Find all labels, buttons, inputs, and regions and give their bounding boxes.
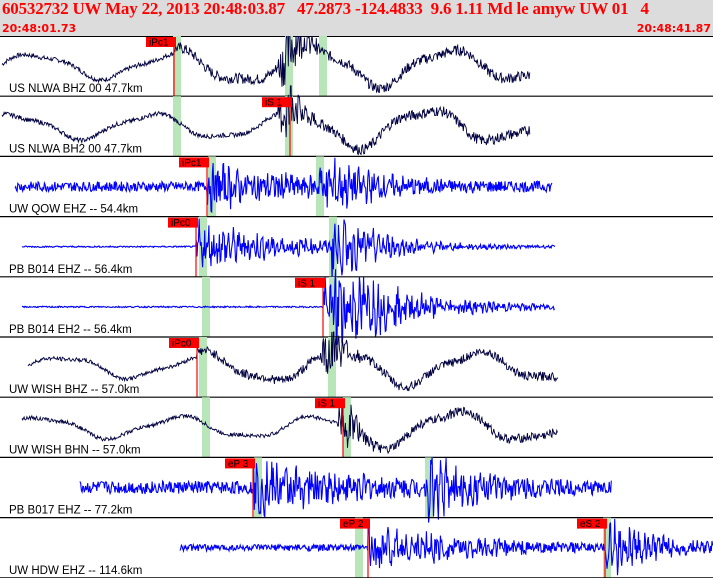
pick-window-band: [285, 96, 293, 157]
pick-window-band: [202, 397, 210, 458]
pick-label: iPc0: [172, 339, 192, 350]
pick-flag[interactable]: [262, 97, 292, 108]
pick-label: iS 1: [318, 399, 336, 410]
trace-label: PB B014 EHZ -- 56.4km: [9, 264, 132, 276]
pick-label: iPc1: [182, 158, 202, 169]
pick-window-band: [425, 457, 433, 518]
waveform-trace: [1, 85, 531, 156]
pick-label: iS 1: [265, 98, 283, 109]
waveform-trace: [79, 457, 612, 523]
trace-label: UW WISH BHN -- 57.0km: [9, 444, 141, 456]
pick-label: iPc1: [149, 38, 169, 49]
trace-label: UW HDW EHZ -- 114.6km: [9, 565, 142, 577]
event-summary-title: 60532732 UW May 22, 2013 20:48:03.87 47.…: [2, 0, 649, 18]
trace-label: US NLWA BHZ 00 47.7km: [9, 83, 143, 95]
pick-label: iPc0: [171, 218, 191, 229]
pick-window-band: [199, 216, 207, 277]
event-header: 60532732 UW May 22, 2013 20:48:03.87 47.…: [0, 0, 713, 37]
pick-flag[interactable]: [146, 37, 176, 47]
window-start-time: 20:48:01.73: [2, 22, 77, 35]
pick-label: iS 1: [298, 278, 316, 289]
pick-flag[interactable]: [340, 518, 370, 529]
trace-label: PB B017 EHZ -- 77.2km: [9, 505, 132, 517]
pick-window-band: [316, 156, 324, 217]
window-end-time: 20:48:41.87: [636, 22, 711, 35]
pick-window-band: [343, 397, 351, 458]
trace-label: US NLWA BH2 00 47.7km: [9, 143, 142, 155]
trace-panel[interactable]: eP 3 PB B017 EHZ -- 77.2km: [0, 457, 713, 523]
seismogram-panels[interactable]: iPc1 US NLWA BHZ 00 47.7km iS 1 US NLWA BH2…: [0, 36, 713, 578]
pick-flag[interactable]: [169, 338, 199, 348]
pick-flag[interactable]: [225, 458, 255, 469]
waveform-trace: [21, 218, 556, 284]
pick-flag[interactable]: [577, 518, 607, 529]
trace-panel[interactable]: iPc1 US NLWA BHZ 00 47.7km: [0, 36, 713, 97]
trace-panel[interactable]: eP 2 eS 2 UW HDW EHZ -- 114.6km: [0, 517, 713, 578]
trace-label: UW WISH BHZ -- 57.0km: [9, 384, 139, 396]
trace-panel[interactable]: iPc0 UW WISH BHZ -- 57.0km: [0, 331, 713, 398]
pick-flag[interactable]: [168, 217, 198, 228]
pick-flag[interactable]: [179, 157, 209, 168]
pick-label: eP 3: [228, 459, 249, 470]
pick-window-band: [285, 36, 293, 97]
waveform-trace: [21, 404, 558, 455]
trace-label: PB B014 EH2 -- 56.4km: [9, 324, 132, 336]
waveform-trace: [179, 518, 713, 576]
waveform-trace: [27, 331, 559, 392]
pick-window-band: [603, 517, 611, 578]
trace-panel[interactable]: iS 1 US NLWA BH2 00 47.7km: [0, 85, 713, 158]
trace-panel[interactable]: iPc1 UW QOW EHZ -- 54.4km: [0, 156, 713, 218]
pick-flag[interactable]: [295, 277, 325, 288]
waveform-trace: [21, 269, 556, 346]
pick-flag[interactable]: [315, 398, 345, 409]
pick-window-band: [328, 337, 336, 398]
pick-window-band: [199, 337, 207, 398]
pick-window-band: [319, 36, 327, 97]
trace-panel[interactable]: iS 1 PB B014 EH2 -- 56.4km: [0, 269, 713, 346]
waveform-trace: [1, 36, 531, 94]
trace-panel[interactable]: iPc0 PB B014 EHZ -- 56.4km: [0, 216, 713, 284]
trace-label: UW QOW EHZ -- 54.4km: [9, 204, 138, 216]
waveform-trace: [14, 157, 553, 214]
pick-label: eP 2: [343, 519, 364, 530]
pick-window-band: [173, 96, 181, 157]
pick-label: eS 2: [580, 519, 601, 530]
pick-window-band: [173, 36, 181, 97]
trace-panel[interactable]: iS 1 UW WISH BHN -- 57.0km: [0, 397, 713, 458]
